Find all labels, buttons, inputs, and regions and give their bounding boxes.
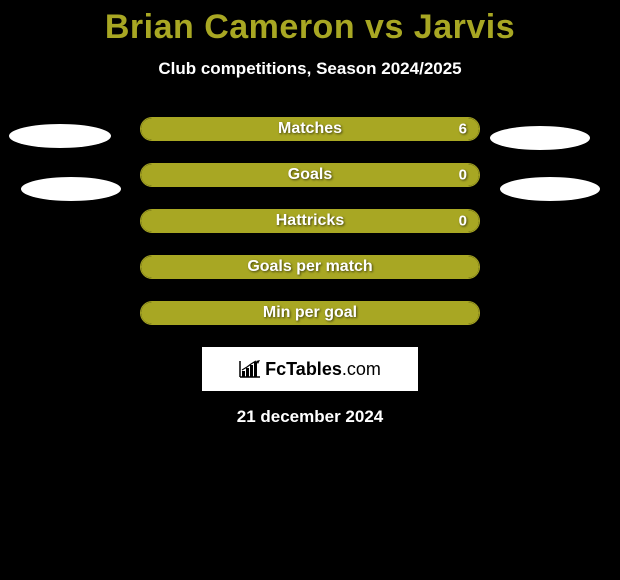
- stat-value: 0: [459, 167, 467, 184]
- stat-label: Min per goal: [141, 304, 479, 322]
- stat-label: Goals per match: [141, 258, 479, 276]
- stat-row: Matches6: [140, 117, 480, 141]
- stat-row: Hattricks0: [140, 209, 480, 233]
- comparison-subtitle: Club competitions, Season 2024/2025: [0, 59, 620, 79]
- stat-value: 0: [459, 213, 467, 230]
- stat-row: Goals0: [140, 163, 480, 187]
- stat-label: Goals: [141, 166, 479, 184]
- logo-chart-icon: [239, 360, 261, 378]
- decorative-ellipse: [500, 177, 600, 201]
- stat-row: Min per goal: [140, 301, 480, 325]
- decorative-ellipse: [21, 177, 121, 201]
- decorative-ellipse: [490, 126, 590, 150]
- comparison-title: Brian Cameron vs Jarvis: [0, 0, 620, 47]
- fctables-logo: FcTables.com: [202, 347, 418, 391]
- snapshot-date: 21 december 2024: [0, 407, 620, 427]
- logo-text: FcTables.com: [265, 359, 381, 380]
- stat-row: Goals per match: [140, 255, 480, 279]
- stat-label: Matches: [141, 120, 479, 138]
- decorative-ellipse: [9, 124, 111, 148]
- stat-value: 6: [459, 121, 467, 138]
- stat-label: Hattricks: [141, 212, 479, 230]
